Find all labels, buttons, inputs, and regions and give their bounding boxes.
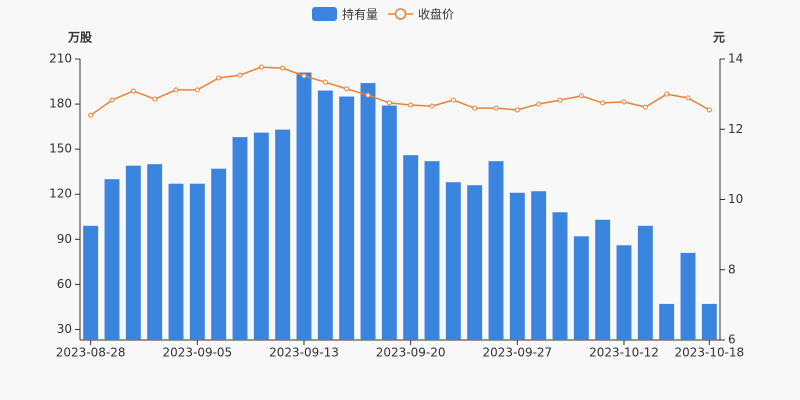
line-point [429, 103, 435, 109]
line-point [493, 105, 499, 111]
line-point [237, 72, 243, 78]
legend-label: 持有量 [342, 7, 378, 22]
bar [701, 303, 717, 340]
line-point [322, 79, 328, 85]
bar [189, 183, 205, 340]
line-point [152, 96, 158, 102]
legend-label: 收盘价 [418, 7, 454, 22]
line-point [472, 105, 478, 111]
line-point [642, 104, 648, 110]
bar [232, 137, 248, 340]
line-point [216, 75, 222, 81]
bar [403, 155, 419, 340]
line-point [621, 99, 627, 105]
line-point [194, 87, 200, 93]
legend-swatch [312, 7, 337, 21]
bar [616, 245, 632, 340]
line-point [450, 97, 456, 103]
x-tick-label: 2023-10-12 [589, 346, 659, 360]
line-point [557, 97, 563, 103]
bar [424, 161, 440, 340]
y-tick-label: 60 [57, 277, 72, 291]
line-point [685, 95, 691, 101]
x-tick-label: 2023-09-27 [482, 346, 552, 360]
y2-tick-label: 8 [728, 262, 736, 276]
bar [317, 90, 333, 340]
line-point [88, 112, 94, 118]
bar [659, 303, 675, 340]
y-tick-label: 90 [57, 232, 72, 246]
line-point [578, 93, 584, 99]
bar [488, 161, 504, 340]
bar [509, 192, 525, 340]
line-point [301, 73, 307, 79]
y-axis-label: 万股 [67, 30, 93, 45]
y-tick-label: 150 [49, 142, 72, 156]
y2-tick-label: 10 [728, 192, 743, 206]
line-point [536, 101, 542, 107]
bar [531, 191, 547, 340]
bar [445, 182, 461, 340]
line-point [173, 87, 179, 93]
y-tick-label: 30 [57, 322, 72, 336]
y-tick-label: 180 [49, 97, 72, 111]
y-tick-label: 210 [49, 52, 72, 66]
bar [147, 164, 163, 340]
line-point [600, 100, 606, 106]
bar [595, 219, 611, 340]
bar [552, 212, 568, 340]
line-point [258, 64, 264, 70]
line-point [664, 91, 670, 97]
line-point [130, 88, 136, 94]
line-point [386, 100, 392, 106]
bar [360, 83, 376, 340]
bar [573, 236, 589, 340]
bar [125, 165, 141, 340]
y2-tick-label: 6 [728, 333, 736, 347]
x-tick-label: 2023-10-18 [674, 346, 744, 360]
legend-swatch [394, 8, 407, 20]
line-point [408, 102, 414, 108]
bar [467, 185, 483, 340]
line-point [344, 86, 350, 92]
bar [168, 183, 184, 340]
line [90, 66, 710, 116]
bar [381, 105, 397, 340]
x-tick-label: 2023-09-05 [162, 346, 232, 360]
line-point [514, 107, 520, 113]
bar [211, 168, 227, 340]
bar [680, 252, 696, 340]
bar [296, 72, 312, 341]
x-tick-label: 2023-08-28 [56, 346, 126, 360]
y2-tick-label: 14 [728, 52, 743, 66]
x-tick-label: 2023-09-20 [376, 346, 446, 360]
bar [339, 96, 355, 341]
bar [275, 129, 291, 340]
bar [637, 225, 653, 340]
x-tick-label: 2023-09-13 [269, 346, 339, 360]
line-point [706, 107, 712, 113]
bar [104, 179, 120, 340]
line-point [365, 92, 371, 98]
y-tick-label: 120 [49, 187, 72, 201]
y2-axis-label: 元 [713, 31, 725, 45]
bar [83, 225, 99, 340]
line-point [109, 97, 115, 103]
bar [253, 132, 269, 340]
y2-tick-label: 12 [728, 122, 743, 136]
line-point [280, 65, 286, 71]
